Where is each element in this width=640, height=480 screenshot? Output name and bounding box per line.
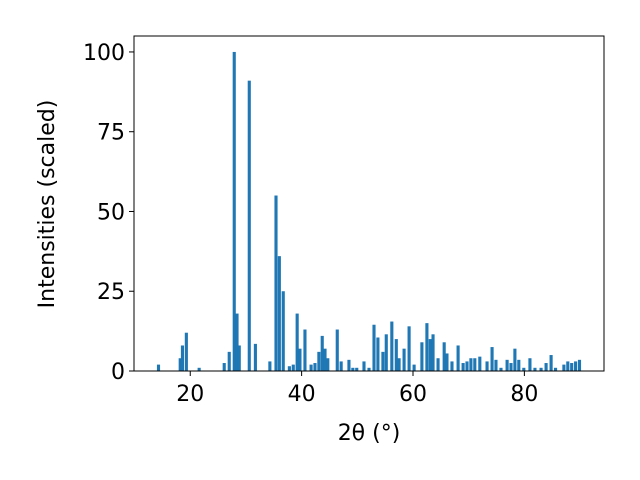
bar (513, 348, 517, 371)
plot-area (156, 51, 582, 372)
bar (303, 329, 307, 371)
bar (445, 353, 449, 371)
bar (425, 323, 429, 371)
bar (450, 361, 454, 371)
bar (227, 351, 231, 371)
bar (277, 256, 281, 371)
bar (291, 364, 295, 371)
bar (420, 342, 424, 371)
bar (268, 361, 272, 371)
bar (180, 345, 185, 371)
bar (298, 348, 302, 371)
bar (295, 313, 299, 371)
x-tick-label: 80 (510, 382, 538, 407)
bar (362, 361, 366, 371)
bar (367, 367, 371, 371)
bar (287, 366, 291, 371)
y-tick-label: 0 (111, 360, 125, 385)
bar (574, 361, 578, 371)
bar (436, 358, 440, 371)
bar (309, 364, 313, 371)
y-axis-label: Intensities (scaled) (35, 100, 60, 309)
bar (184, 332, 188, 371)
bar (320, 335, 324, 371)
bar (402, 348, 406, 371)
bar (469, 358, 473, 371)
bar (566, 361, 570, 371)
bar (412, 364, 416, 371)
bar (549, 355, 553, 371)
bar (156, 364, 161, 371)
bar (274, 195, 278, 371)
bar (237, 345, 241, 371)
bar (456, 345, 460, 371)
bar (407, 326, 411, 371)
y-tick-label: 100 (83, 41, 125, 66)
bar (372, 324, 376, 371)
bar (442, 342, 446, 371)
bar (485, 361, 489, 371)
bar (335, 329, 339, 371)
bar (390, 321, 394, 371)
bar (478, 356, 482, 371)
bar (178, 358, 182, 371)
bar (461, 363, 465, 371)
bar (313, 363, 317, 371)
bar (473, 358, 477, 371)
bar (197, 367, 201, 371)
bar (562, 364, 566, 371)
bar (326, 358, 330, 371)
bar (431, 334, 435, 371)
bar (247, 80, 251, 372)
bar (235, 313, 239, 371)
bar (323, 348, 327, 371)
bar (544, 363, 548, 371)
x-axis-label: 2θ (°) (338, 421, 401, 446)
bar (539, 367, 543, 371)
bar (339, 361, 343, 371)
bar (517, 359, 521, 371)
axes-frame (133, 35, 605, 372)
bar (522, 367, 526, 371)
y-tick-label: 50 (97, 200, 125, 225)
bar (351, 367, 355, 371)
bar (381, 351, 385, 371)
bar (490, 347, 494, 371)
bar (505, 359, 509, 371)
bar (347, 359, 351, 371)
bar (528, 358, 532, 371)
bar (384, 334, 388, 371)
x-tick-label: 40 (288, 382, 316, 407)
bar (355, 367, 359, 371)
bar (533, 367, 537, 371)
bar (281, 291, 285, 371)
bar (253, 343, 257, 371)
bar (317, 351, 321, 371)
bar (577, 359, 582, 371)
x-tick-label: 60 (399, 382, 427, 407)
bar (376, 337, 380, 371)
bar (499, 367, 503, 371)
bar (222, 363, 226, 371)
bar (397, 358, 401, 371)
bar (232, 51, 236, 371)
bar (570, 363, 574, 371)
bar (394, 339, 398, 371)
bar (465, 361, 469, 371)
y-tick-label: 75 (97, 121, 125, 146)
bar (509, 363, 513, 371)
bar (494, 359, 498, 371)
x-tick-label: 20 (176, 382, 204, 407)
y-tick-label: 25 (97, 280, 125, 305)
bar (553, 367, 558, 371)
bar (428, 339, 432, 371)
